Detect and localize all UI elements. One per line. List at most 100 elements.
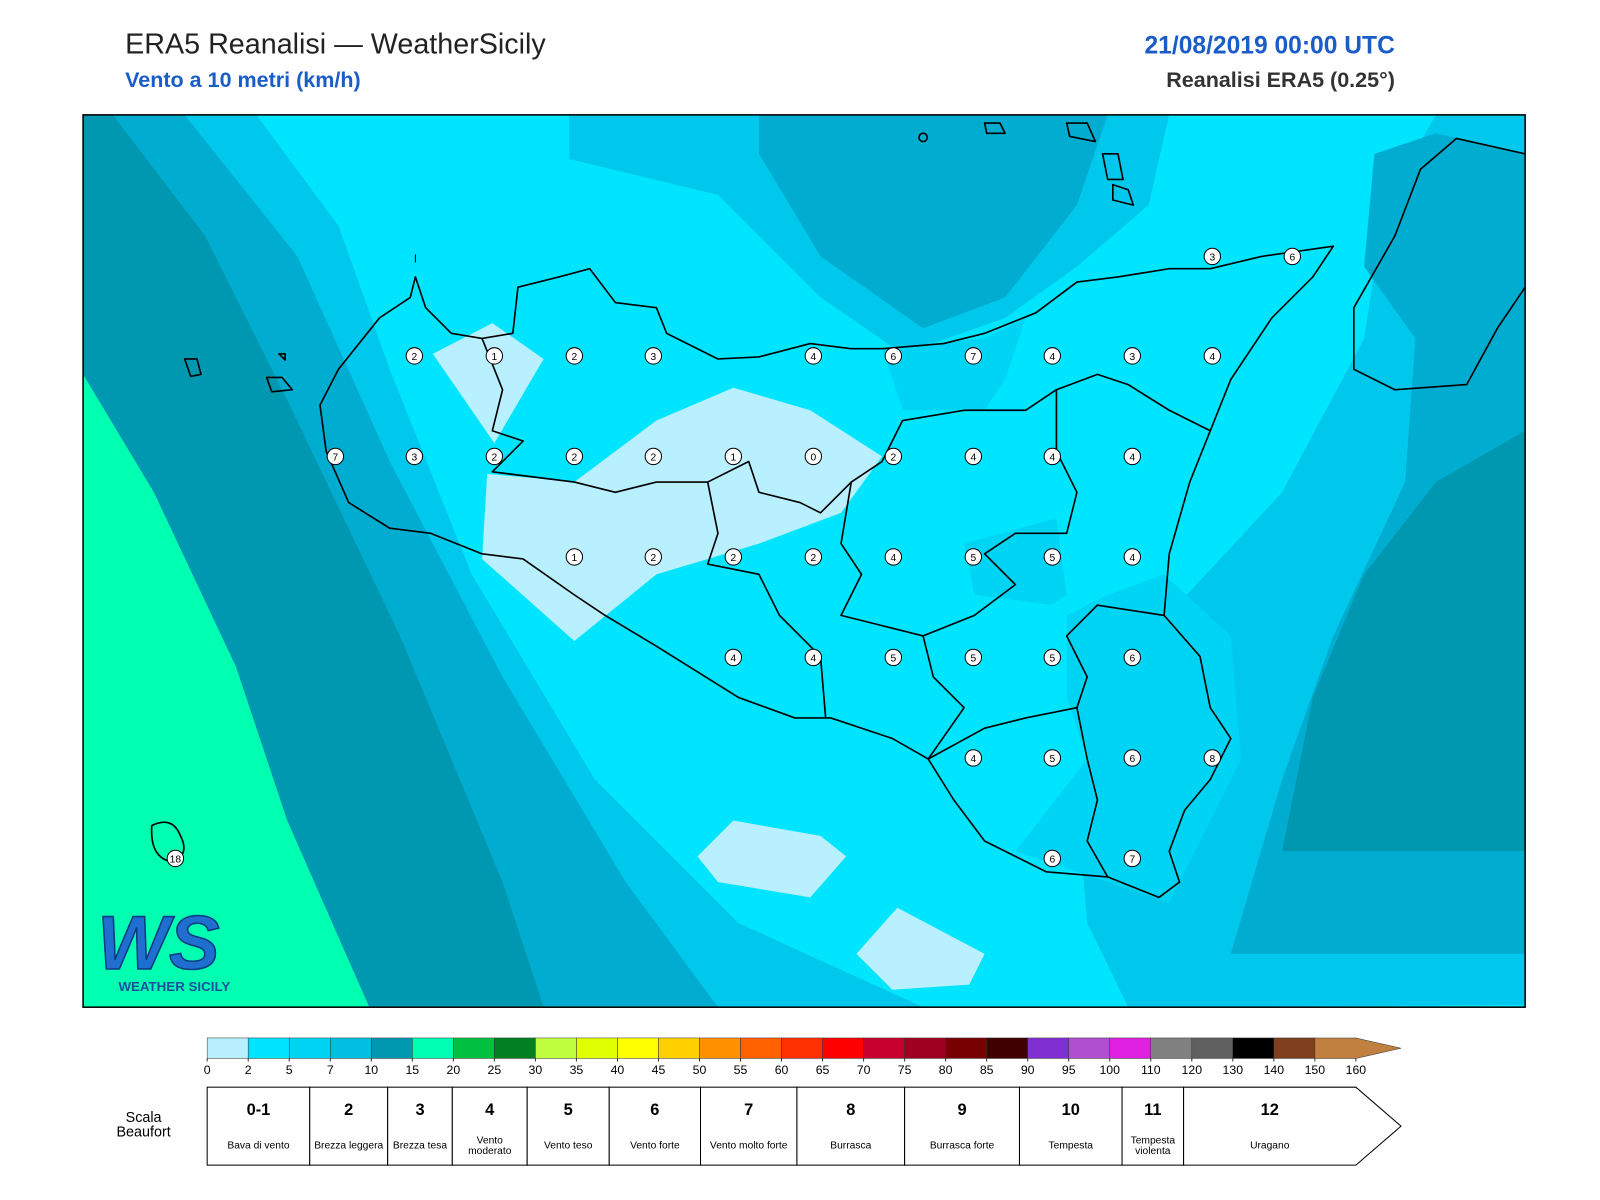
beaufort-number: 7 bbox=[744, 1101, 753, 1119]
station-value: 2 bbox=[650, 453, 656, 464]
beaufort-box bbox=[387, 1086, 453, 1166]
station-value: 4 bbox=[1209, 352, 1215, 363]
colorbar-segment bbox=[904, 1037, 946, 1059]
beaufort-box bbox=[1121, 1086, 1185, 1166]
station-value: 0 bbox=[810, 453, 816, 464]
station-value: 2 bbox=[890, 453, 896, 464]
beaufort-box bbox=[451, 1086, 528, 1166]
colorbar-tick-label: 25 bbox=[488, 1063, 502, 1077]
beaufort-number: 10 bbox=[1062, 1101, 1080, 1119]
field-band bbox=[882, 317, 1026, 411]
station-marker bbox=[1123, 648, 1142, 667]
station-value: 2 bbox=[412, 352, 418, 363]
station-value: 5 bbox=[890, 654, 896, 665]
colorbar-tick-label: 20 bbox=[446, 1063, 460, 1077]
beaufort-box bbox=[1183, 1086, 1402, 1166]
field-band bbox=[1282, 430, 1526, 852]
station-value: 5 bbox=[970, 553, 976, 564]
field-band bbox=[758, 114, 1108, 329]
station-marker bbox=[724, 548, 743, 566]
beaufort-desc: Burrasca bbox=[830, 1140, 872, 1152]
colorbar-segment bbox=[1150, 1037, 1193, 1059]
egadi bbox=[183, 353, 294, 393]
logo: WS WEATHER SICILY bbox=[97, 900, 231, 993]
station-value: 6 bbox=[1289, 253, 1295, 264]
station-value: 2 bbox=[810, 553, 816, 564]
colorbar-tick-label: 85 bbox=[980, 1063, 994, 1077]
station-marker bbox=[1123, 548, 1142, 566]
province-boundary bbox=[481, 338, 1211, 514]
colorbar-tick-label: 70 bbox=[857, 1063, 871, 1077]
station-marker bbox=[1043, 548, 1062, 566]
colorbar-tick-label: 80 bbox=[939, 1063, 953, 1077]
beaufort-number: 3 bbox=[415, 1101, 424, 1119]
colorbar-segment bbox=[576, 1037, 618, 1059]
beaufort-desc-box: Vento teso bbox=[544, 1141, 592, 1151]
station-marker bbox=[884, 548, 903, 566]
colorbar-segment bbox=[494, 1037, 536, 1059]
pantelleria bbox=[150, 821, 185, 863]
station-marker bbox=[884, 347, 903, 365]
station-marker bbox=[485, 347, 504, 365]
station-marker bbox=[804, 648, 823, 667]
station-value: 3 bbox=[650, 352, 656, 363]
station-value: 2 bbox=[572, 352, 578, 363]
station-marker bbox=[1123, 447, 1142, 466]
station-marker bbox=[644, 347, 663, 365]
beaufort-number: 12 bbox=[1261, 1101, 1279, 1119]
station-value: 2 bbox=[650, 553, 656, 564]
colorbar-segment bbox=[1273, 1037, 1316, 1059]
colorbar-segment bbox=[371, 1037, 413, 1059]
station-value: 4 bbox=[1129, 453, 1135, 464]
colorbar-segment bbox=[1232, 1037, 1275, 1059]
colorbar-tick-label: 30 bbox=[529, 1063, 543, 1077]
beaufort-desc: Tempesta violenta bbox=[1130, 1135, 1176, 1157]
field-calm bbox=[856, 907, 985, 990]
colorbar-tick-label: 160 bbox=[1346, 1063, 1367, 1077]
station-marker bbox=[804, 347, 823, 365]
colorbar-arrow bbox=[1314, 1037, 1402, 1059]
field-calm bbox=[482, 387, 883, 642]
colorbar-tick-label: 50 bbox=[693, 1063, 707, 1077]
station-value: 3 bbox=[412, 453, 418, 464]
colorbar-tick-label: 150 bbox=[1305, 1063, 1326, 1077]
colorbar-segment bbox=[781, 1037, 823, 1059]
beaufort-number: 8 bbox=[846, 1101, 855, 1119]
datetime: 21/08/2019 00:00 UTC bbox=[1144, 32, 1395, 59]
beaufort-desc-box: Tempesta violenta bbox=[1130, 1135, 1176, 1157]
station-marker bbox=[724, 648, 743, 667]
station-marker bbox=[405, 347, 424, 365]
colorbar-tick-label: 40 bbox=[611, 1063, 625, 1077]
stations: 2 1 2 3 4 6 7 4 3 4 3 6 7 3 2 2 2 1 0 2 4 4 4 1 2 2 2 4 5 5 4 4 4 5 5 5 6 4 5 6… bbox=[166, 247, 1302, 868]
beaufort-desc: Tempesta bbox=[1048, 1140, 1093, 1152]
station-value: 6 bbox=[890, 352, 896, 363]
station-marker bbox=[1123, 849, 1142, 868]
colorbar-segment bbox=[412, 1037, 454, 1059]
station-value: 4 bbox=[1049, 453, 1055, 464]
station-value: 4 bbox=[730, 654, 736, 665]
colorbar-segment bbox=[986, 1037, 1028, 1059]
beaufort-number: 11 bbox=[1144, 1101, 1161, 1119]
beaufort-desc-box: Vento moderato bbox=[468, 1136, 511, 1157]
station-marker bbox=[884, 648, 903, 667]
station-value: 4 bbox=[890, 553, 896, 564]
colorbar-tick-label: 7 bbox=[327, 1063, 334, 1077]
beaufort-desc-box: Brezza leggera bbox=[314, 1141, 383, 1151]
beaufort-label-box: Scala Beaufort bbox=[116, 1110, 170, 1139]
colorbar-segment bbox=[288, 1037, 331, 1059]
colorbar-segment bbox=[740, 1037, 782, 1059]
colorbar-segment bbox=[535, 1037, 577, 1059]
station-value: 7 bbox=[1129, 855, 1135, 866]
colorbar-tick-label: 140 bbox=[1264, 1063, 1285, 1077]
station-marker bbox=[1043, 648, 1062, 667]
colorbar-tick-label: 10 bbox=[364, 1063, 378, 1077]
station-value: 1 bbox=[572, 553, 578, 564]
station-value: 2 bbox=[730, 553, 736, 564]
beaufort-number: 4 bbox=[485, 1101, 495, 1119]
colorbar-segment bbox=[453, 1037, 495, 1059]
station-value: 3 bbox=[1129, 352, 1135, 363]
colorbar: 0 2 5 7 10 15 20 25 30 35 40 45 50 55 60 65 70 75 80 85 90 95… bbox=[204, 1037, 1402, 1077]
beaufort-number: 2 bbox=[344, 1101, 353, 1119]
station-value: 5 bbox=[1049, 553, 1055, 564]
